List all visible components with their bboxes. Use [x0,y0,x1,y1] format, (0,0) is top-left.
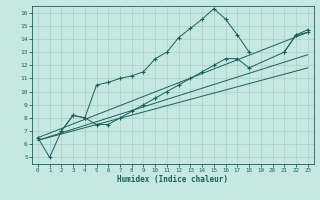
X-axis label: Humidex (Indice chaleur): Humidex (Indice chaleur) [117,175,228,184]
